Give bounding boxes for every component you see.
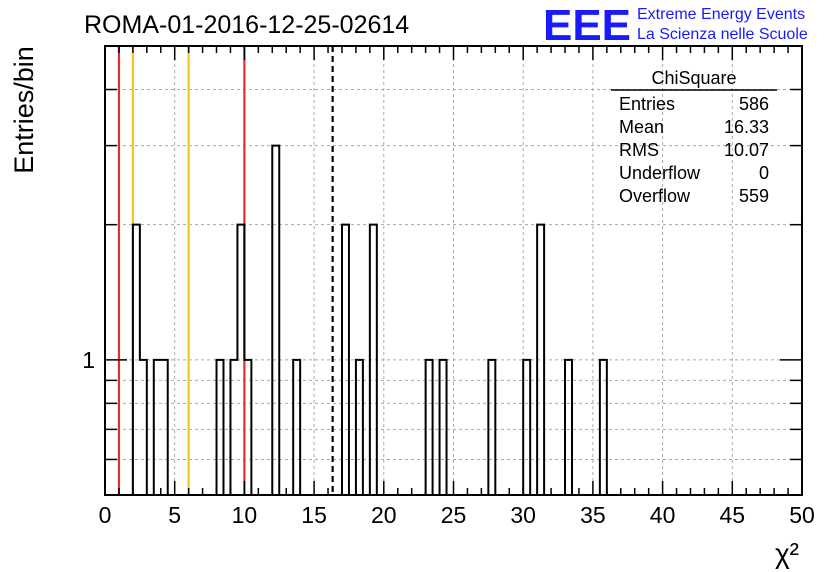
histogram-bin (230, 360, 237, 495)
eee-logo-mark: EEE (543, 1, 631, 50)
histogram-bin (342, 225, 349, 495)
stats-row-value: 559 (739, 186, 769, 206)
stats-row-value: 0 (759, 163, 769, 183)
histogram-bin (154, 360, 161, 495)
histogram-bin (217, 360, 224, 495)
histogram-bin (537, 225, 544, 495)
stats-row-label: Overflow (619, 186, 691, 206)
y-axis-ticks: 1 (82, 88, 802, 461)
histogram-bin (426, 360, 433, 495)
x-axis-label: χ² (775, 538, 799, 569)
y-tick-label: 1 (82, 347, 95, 373)
histogram-bin (440, 360, 447, 495)
stats-box-title: ChiSquare (651, 68, 736, 88)
histogram-bin (293, 360, 300, 495)
eee-logo: EEE Extreme Energy Events La Scienza nel… (543, 1, 808, 50)
eee-logo-line1: Extreme Energy Events (637, 6, 805, 23)
stats-row-label: Entries (619, 94, 675, 114)
chart-title: ROMA-01-2016-12-25-02614 (84, 11, 409, 39)
histogram-bin (356, 360, 363, 495)
x-tick-label: 40 (650, 502, 676, 528)
histogram-bin (565, 360, 572, 495)
stats-row-value: 16.33 (724, 117, 769, 137)
histogram-bin (272, 146, 279, 495)
y-axis-label: Entries/bin (9, 46, 39, 174)
histogram-bin (161, 360, 168, 495)
x-axis-ticks: 0 5 10 15 20 25 30 35 40 45 50 (99, 46, 815, 528)
x-tick-label: 15 (301, 502, 327, 528)
stats-row-value: 10.07 (724, 140, 769, 160)
x-tick-label: 10 (232, 502, 258, 528)
eee-logo-line2: La Scienza nelle Scuole (637, 26, 808, 43)
stats-row-value: 586 (739, 94, 769, 114)
x-tick-label: 25 (441, 502, 467, 528)
x-tick-label: 45 (720, 502, 746, 528)
histogram-bin (600, 360, 607, 495)
histogram-bin (488, 360, 495, 495)
histogram-bin (140, 360, 147, 495)
plot-grid (105, 46, 802, 495)
x-tick-label: 5 (168, 502, 181, 528)
histogram-bin (523, 360, 530, 495)
stats-box: ChiSquare Entries 586 Mean 16.33 RMS 10.07 Und… (611, 68, 777, 206)
x-tick-label: 30 (510, 502, 536, 528)
x-tick-label: 20 (371, 502, 397, 528)
stats-box-rows: Entries 586 Mean 16.33 RMS 10.07 Underflow 0 Ove… (619, 94, 769, 206)
stats-row-label: Underflow (619, 163, 701, 183)
histogram-bin (244, 360, 251, 495)
histogram-bin (370, 225, 377, 495)
histogram-bin (133, 225, 140, 495)
histogram-bin (237, 225, 244, 495)
stats-row-label: Mean (619, 117, 664, 137)
x-tick-label: 0 (99, 502, 112, 528)
x-tick-label: 35 (580, 502, 606, 528)
stats-row-label: RMS (619, 140, 659, 160)
x-tick-label: 50 (789, 502, 815, 528)
